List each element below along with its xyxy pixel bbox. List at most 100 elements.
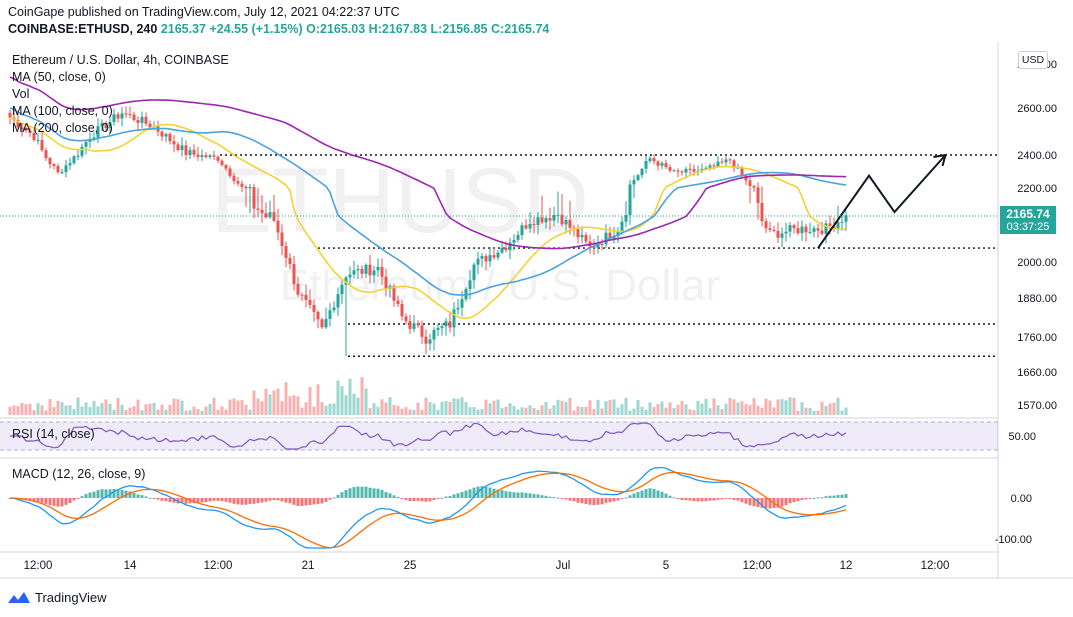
candle-body bbox=[668, 167, 672, 171]
volume-bar bbox=[436, 410, 440, 415]
candle-body bbox=[424, 336, 428, 344]
volume-bar bbox=[256, 398, 260, 415]
macd-histogram-bar bbox=[516, 492, 520, 498]
macd-histogram-bar bbox=[316, 498, 320, 504]
candle-body bbox=[284, 246, 288, 258]
macd-histogram-bar bbox=[256, 498, 260, 504]
volume-bar bbox=[360, 377, 364, 415]
volume-bar bbox=[444, 401, 448, 415]
macd-axis[interactable]: 0.00 -100.00 bbox=[995, 493, 1032, 546]
volume-bar bbox=[64, 405, 68, 415]
macd-histogram-bar bbox=[692, 498, 696, 502]
volume-bar bbox=[224, 409, 228, 415]
candle-body bbox=[600, 244, 604, 246]
macd-histogram-bar bbox=[632, 493, 636, 498]
volume-bar bbox=[392, 404, 396, 415]
volume-bar bbox=[160, 404, 164, 415]
volume-bar bbox=[720, 408, 724, 415]
candle-body bbox=[148, 123, 152, 128]
ma200-legend[interactable]: MA (200, close, 0) bbox=[12, 121, 113, 135]
macd-histogram-bar bbox=[460, 492, 464, 498]
volume-bar bbox=[604, 401, 608, 415]
volume-bar bbox=[196, 408, 200, 415]
macd-histogram-bar bbox=[844, 494, 848, 498]
volume-bar bbox=[644, 409, 648, 415]
candle-body bbox=[96, 126, 100, 138]
tradingview-logo[interactable]: TradingView bbox=[8, 590, 107, 605]
symbol-label[interactable]: COINBASE:ETHUSD, 240 bbox=[8, 22, 158, 36]
projection-arrow bbox=[817, 153, 947, 249]
macd-legend[interactable]: MACD (12, 26, close, 9) bbox=[12, 467, 145, 481]
vol-legend[interactable]: Vol bbox=[12, 87, 29, 101]
volume-bar bbox=[816, 410, 820, 415]
candle-body bbox=[524, 225, 528, 229]
volume-bar bbox=[280, 401, 284, 415]
volume-bar bbox=[716, 405, 720, 415]
macd-histogram-bar bbox=[420, 498, 424, 502]
candle-body bbox=[740, 167, 744, 176]
volume-bar bbox=[696, 400, 700, 415]
candle-body bbox=[60, 172, 64, 174]
candle-body bbox=[292, 264, 296, 284]
macd-histogram-bar bbox=[600, 498, 604, 505]
volume-bar bbox=[492, 400, 496, 415]
candle-body bbox=[296, 283, 300, 295]
candle-body bbox=[732, 160, 736, 169]
currency-button[interactable]: USD bbox=[1018, 51, 1048, 69]
macd-histogram-bar bbox=[416, 498, 420, 501]
price-tick-label: 2400.00 bbox=[1017, 150, 1057, 162]
volume-bar bbox=[676, 404, 680, 415]
macd-histogram-bar bbox=[32, 498, 36, 502]
candle-body bbox=[304, 294, 308, 300]
macd-histogram-bar bbox=[528, 493, 532, 498]
ma100-legend[interactable]: MA (100, close, 0) bbox=[12, 104, 113, 118]
volume-bar bbox=[144, 404, 148, 415]
volume-bar bbox=[408, 409, 412, 415]
candle-body bbox=[64, 165, 68, 173]
macd-histogram-bar bbox=[228, 498, 232, 503]
ma50-legend[interactable]: MA (50, close, 0) bbox=[12, 70, 106, 84]
macd-histogram-bar bbox=[324, 498, 328, 502]
rsi-legend[interactable]: RSI (14, close) bbox=[12, 427, 95, 441]
pane-title: Ethereum / U.S. Dollar, 4h, COINBASE bbox=[12, 53, 229, 67]
candle-body bbox=[816, 228, 820, 231]
volume-bar bbox=[16, 406, 20, 415]
rsi-axis[interactable]: 50.00 bbox=[1008, 431, 1036, 443]
macd-histogram-bar bbox=[712, 498, 716, 501]
macd-histogram-bar bbox=[356, 486, 360, 498]
candle-body bbox=[412, 323, 416, 329]
macd-histogram-bar bbox=[104, 489, 108, 498]
volume-bar bbox=[776, 399, 780, 415]
candle-body bbox=[128, 113, 132, 115]
macd-histogram-bar bbox=[780, 498, 784, 507]
macd-histogram-bar bbox=[208, 498, 212, 502]
macd-histogram-bar bbox=[752, 498, 756, 507]
volume-bar bbox=[692, 410, 696, 415]
candle-body bbox=[216, 156, 220, 161]
volume-bar bbox=[260, 401, 264, 415]
candle-body bbox=[224, 165, 228, 169]
rsi-tick-label: 50.00 bbox=[1008, 431, 1036, 443]
macd-histogram-bar bbox=[724, 498, 728, 499]
rsi-path bbox=[10, 422, 847, 450]
time-axis[interactable]: 12:00 14 12:00 21 25 Jul 5 12:00 12 12:00 bbox=[24, 560, 950, 572]
volume-bar bbox=[356, 397, 360, 415]
macd-histogram-bar bbox=[728, 498, 732, 499]
candle-body bbox=[652, 158, 656, 162]
macd-histogram-bar bbox=[64, 498, 68, 505]
candle-body bbox=[368, 264, 372, 276]
candle-body bbox=[580, 234, 584, 238]
macd-histogram-bar bbox=[552, 497, 556, 499]
volume-bar bbox=[312, 406, 316, 415]
candle-body bbox=[212, 155, 216, 157]
volume-bar bbox=[20, 403, 24, 415]
macd-histogram-bar bbox=[472, 487, 476, 498]
volume-bar bbox=[188, 410, 192, 415]
macd-histogram-bar bbox=[56, 498, 60, 507]
volume-bar bbox=[24, 404, 28, 415]
candle-body bbox=[380, 266, 384, 277]
candle-body bbox=[460, 299, 464, 308]
volume-bar bbox=[788, 397, 792, 415]
candle-body bbox=[268, 212, 272, 218]
